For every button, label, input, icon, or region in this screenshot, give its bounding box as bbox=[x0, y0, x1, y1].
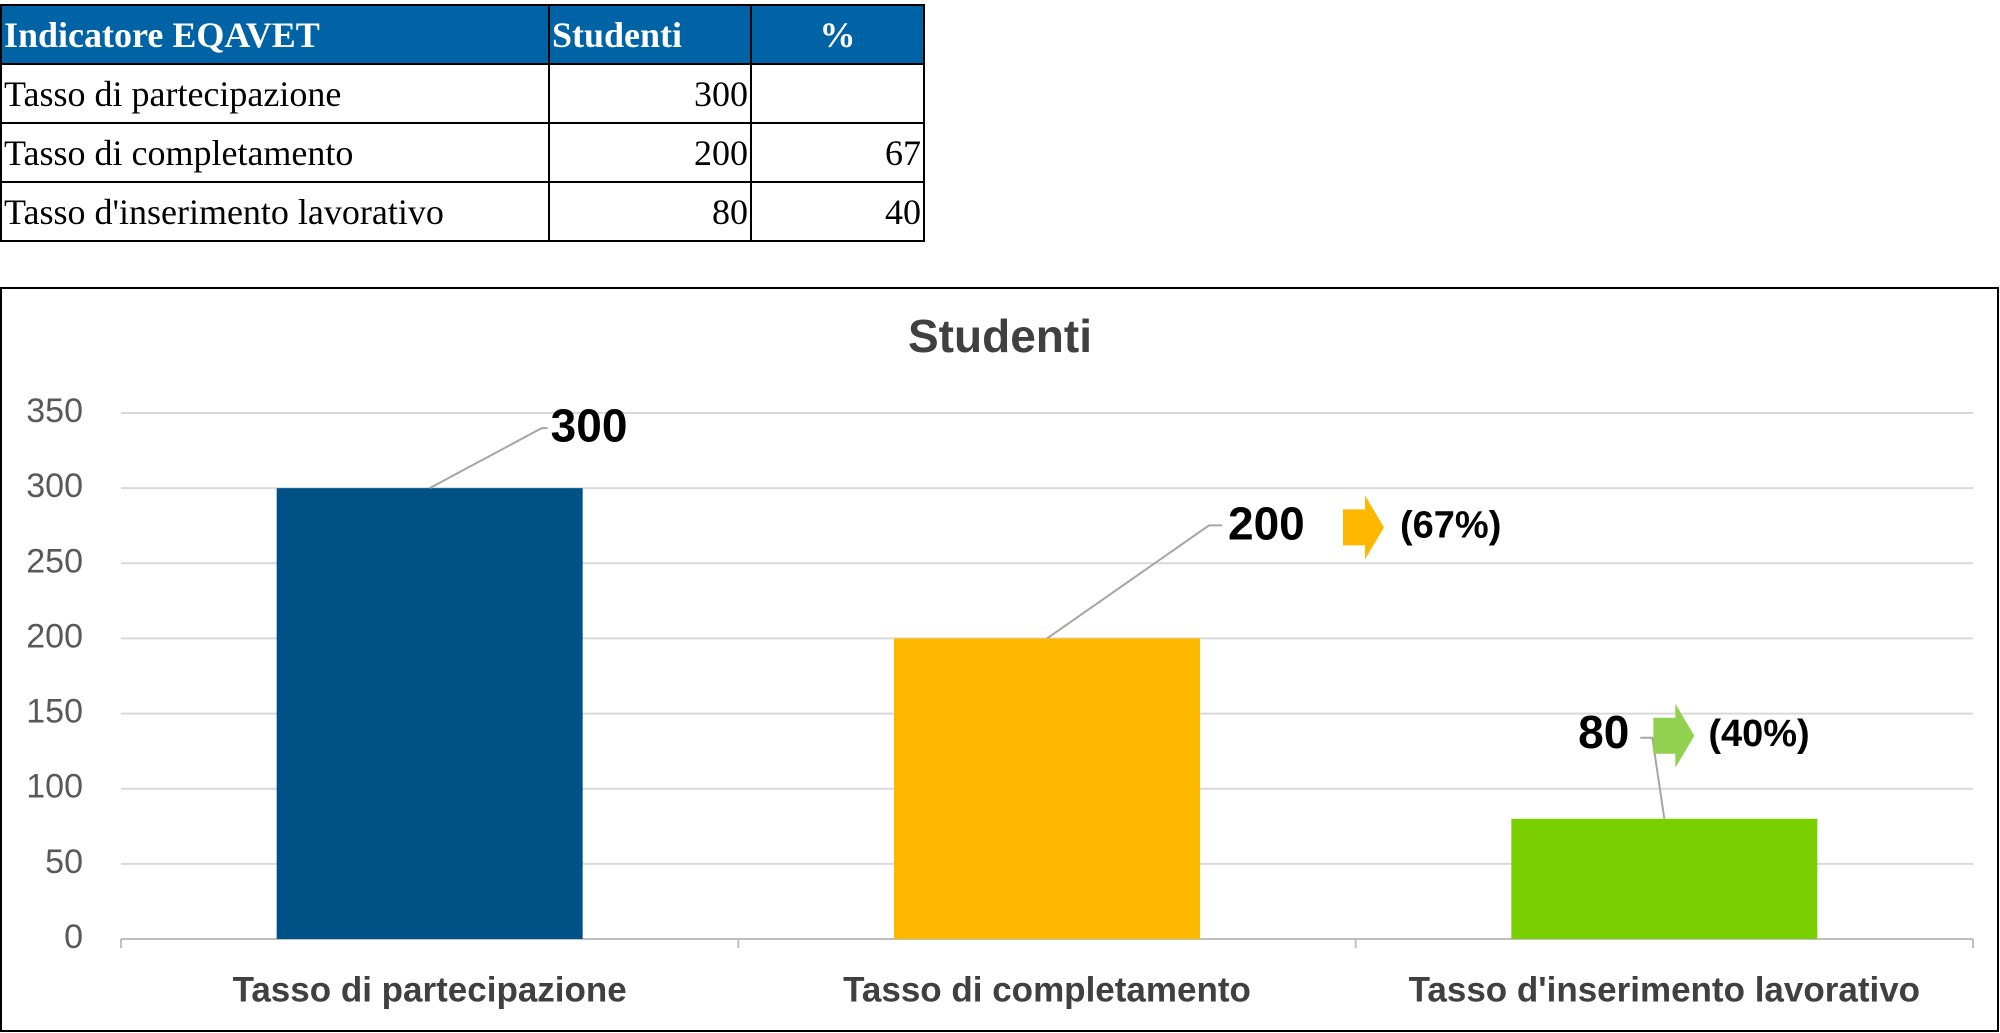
leader-line bbox=[1640, 736, 1666, 819]
table-row: Tasso d'inserimento lavorativo 80 40 bbox=[0, 181, 925, 242]
bar bbox=[1511, 818, 1818, 939]
cell: 80 bbox=[548, 181, 752, 242]
y-tick-label: 300 bbox=[26, 467, 83, 505]
cell: 67 bbox=[750, 122, 925, 183]
y-tick-label: 100 bbox=[26, 768, 83, 806]
y-tick-label: 250 bbox=[26, 542, 83, 580]
cell: 200 bbox=[548, 122, 752, 183]
cell: Tasso di partecipazione bbox=[0, 63, 550, 124]
x-tick-label: Tasso d'inserimento lavorativo bbox=[1409, 970, 1920, 1009]
chart-frame bbox=[0, 287, 1999, 1032]
y-tick-label: 150 bbox=[26, 693, 83, 731]
table-row: Tasso di completamento 200 67 bbox=[0, 122, 925, 183]
header-cell: Studenti bbox=[548, 4, 752, 65]
cell: Tasso d'inserimento lavorativo bbox=[0, 181, 550, 242]
y-tick-label: 50 bbox=[45, 843, 83, 881]
x-tick-label: Tasso di completamento bbox=[843, 970, 1251, 1009]
leader-line bbox=[429, 427, 548, 490]
cell bbox=[750, 63, 925, 124]
y-tick-label: 350 bbox=[26, 392, 83, 430]
data-label: 200 bbox=[1228, 498, 1305, 550]
bar bbox=[894, 638, 1200, 939]
bar bbox=[276, 488, 583, 939]
header-cell: % bbox=[750, 4, 925, 65]
table-row: Tasso di partecipazione 300 bbox=[0, 63, 925, 124]
data-table: Indicatore EQAVET Studenti % Tasso di pa… bbox=[0, 4, 925, 242]
cell: 40 bbox=[750, 181, 925, 242]
y-tick-label: 200 bbox=[26, 617, 83, 655]
header-cell: Indicatore EQAVET bbox=[0, 4, 550, 65]
chart-title: Studenti bbox=[908, 310, 1092, 362]
leader-line bbox=[1046, 524, 1222, 640]
data-label: 300 bbox=[551, 399, 628, 451]
table-header: Indicatore EQAVET Studenti % bbox=[0, 4, 925, 65]
x-tick-label: Tasso di partecipazione bbox=[233, 970, 627, 1009]
cell: Tasso di completamento bbox=[0, 122, 550, 183]
arrow-icon bbox=[1343, 495, 1384, 560]
annotation: (40%) bbox=[1708, 713, 1809, 755]
data-label: 80 bbox=[1578, 706, 1629, 758]
y-tick-label: 0 bbox=[64, 918, 83, 956]
cell: 300 bbox=[548, 63, 752, 124]
annotation: (67%) bbox=[1400, 504, 1501, 546]
arrow-icon bbox=[1653, 703, 1695, 768]
